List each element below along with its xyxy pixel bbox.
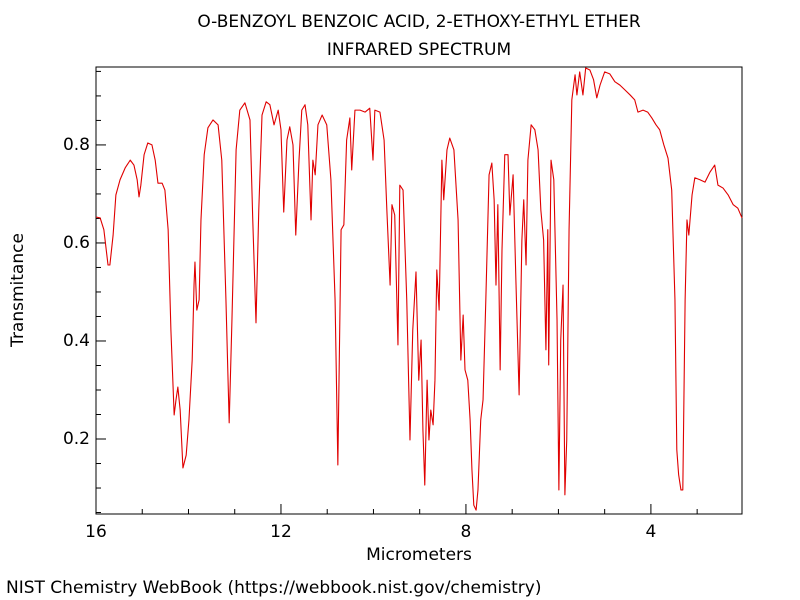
chart-title: O-BENZOYL BENZOIC ACID, 2-ETHOXY-ETHYL E… [197, 12, 641, 32]
y-tick-label: 0.8 [63, 135, 90, 155]
x-tick-label: 4 [645, 522, 656, 542]
spectrum-line [95, 67, 743, 511]
y-tick-label: 0.6 [63, 233, 90, 253]
x-tick-label: 12 [270, 522, 292, 542]
y-axis-label: Transmitance [8, 233, 28, 348]
plot-frame [95, 66, 743, 515]
chart-subtitle: INFRARED SPECTRUM [327, 40, 511, 60]
x-axis-label: Micrometers [366, 545, 472, 565]
source-note: NIST Chemistry WebBook (https://webbook.… [6, 578, 541, 598]
y-tick-label: 0.4 [63, 331, 90, 351]
y-tick-label: 0.2 [63, 429, 90, 449]
x-tick-label: 16 [85, 522, 107, 542]
x-tick-label: 8 [461, 522, 472, 542]
